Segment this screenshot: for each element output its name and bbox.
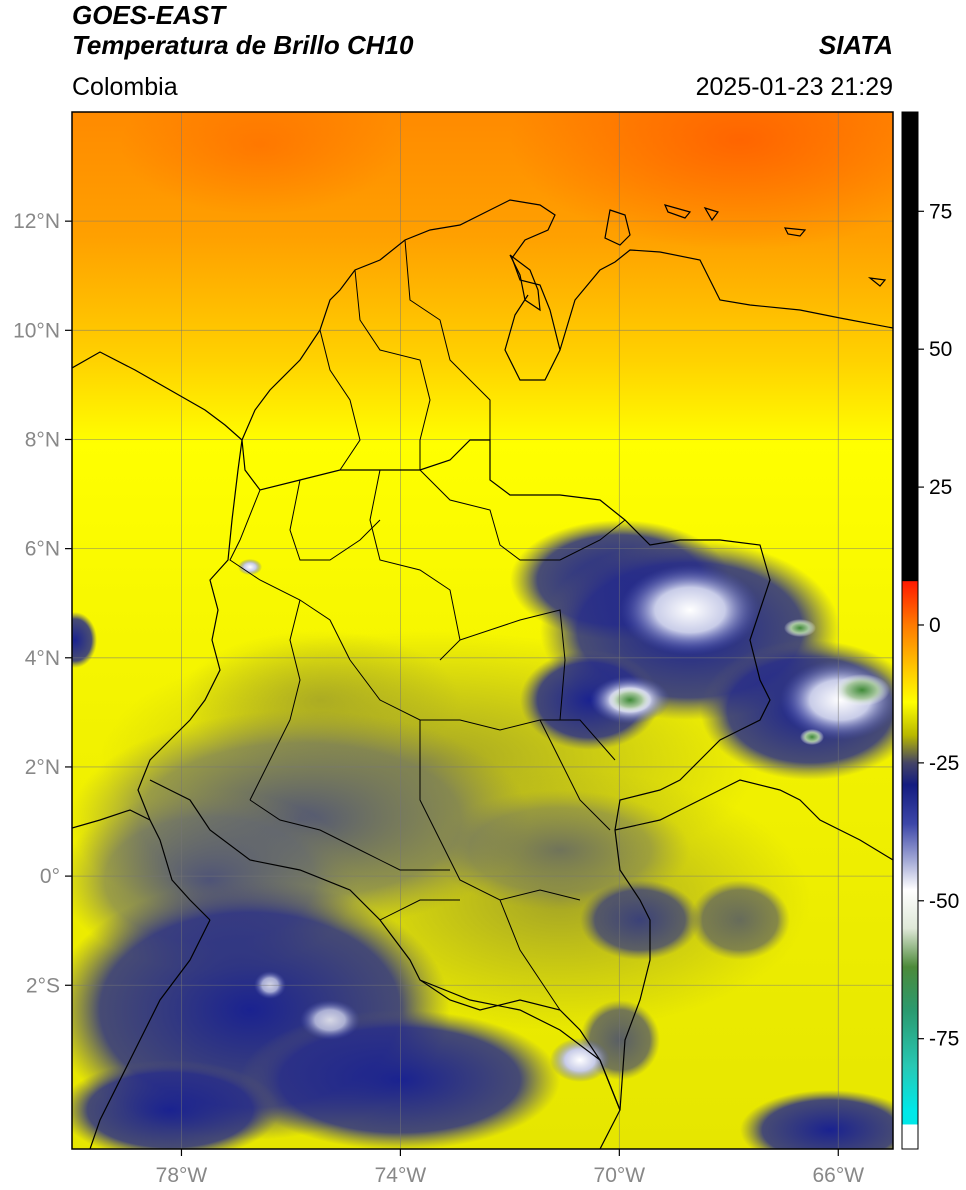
satellite-title: GOES-EAST: [72, 0, 226, 30]
colorbar-tick-label: 25: [929, 476, 952, 499]
datetime-label: 2025-01-23 21:29: [695, 73, 893, 101]
lat-lon-grid: [72, 112, 893, 1149]
bonaire-island: [703, 206, 719, 222]
lat-tick-label: 4°N: [25, 647, 60, 670]
colorbar-tick-label: 75: [929, 200, 952, 223]
lon-tick-label: 74°W: [375, 1164, 427, 1187]
margarita-island: [783, 227, 807, 237]
paraguana-peninsula: [604, 209, 631, 246]
lon-tick-label: 70°W: [594, 1164, 646, 1187]
lat-tick-label: 12°N: [13, 210, 60, 233]
product-title: Temperatura de Brillo CH10: [72, 30, 414, 60]
colombia-south-border: [149, 779, 621, 1111]
lake-maracaibo: [509, 254, 541, 312]
colorbar-tick-label: -75: [929, 1028, 959, 1051]
pacific-coast: [72, 351, 243, 921]
lon-tick-label: 66°W: [812, 1164, 864, 1187]
trinidad-island: [867, 277, 887, 287]
department-borders: [229, 239, 626, 1011]
venezuela-brazil-border: [614, 779, 893, 861]
venezuela-coast: [559, 249, 893, 351]
colorbar: 75 50 25 0 -25 -50 -75: [901, 111, 959, 1150]
ecuador-coast: [72, 809, 151, 829]
lat-tick-label: 0°: [40, 865, 60, 888]
lon-tick-label: 78°W: [156, 1164, 208, 1187]
lat-tick-label: 6°N: [25, 538, 60, 561]
lat-tick-label: 8°N: [25, 428, 60, 451]
map-frame: [71, 111, 894, 1150]
imagery-layer: [72, 112, 893, 1149]
colorbar-tick-label: 0: [929, 614, 941, 637]
caribbean-coast: [241, 199, 561, 441]
lat-tick-label: 2°S: [26, 974, 60, 997]
borders-layer: [72, 199, 893, 1149]
ecuador-peru-border: [89, 919, 211, 1149]
colombia-east-border: [241, 439, 771, 1111]
peru-brazil-border: [419, 979, 621, 1149]
axis-ticks: 78°W 74°W 70°W 66°W 12°N 10°N 8°N 6°N 4°N 2°N 0° 2°…: [13, 210, 864, 1187]
colorbar-tick-label: -50: [929, 890, 959, 913]
lat-tick-label: 10°N: [13, 319, 60, 342]
aruba-curacao: [663, 204, 692, 219]
institution-label: SIATA: [818, 30, 893, 60]
region-label: Colombia: [72, 73, 178, 101]
lat-tick-label: 2°N: [25, 756, 60, 779]
colorbar-tick-label: -25: [929, 752, 959, 775]
colorbar-tick-label: 50: [929, 338, 952, 361]
